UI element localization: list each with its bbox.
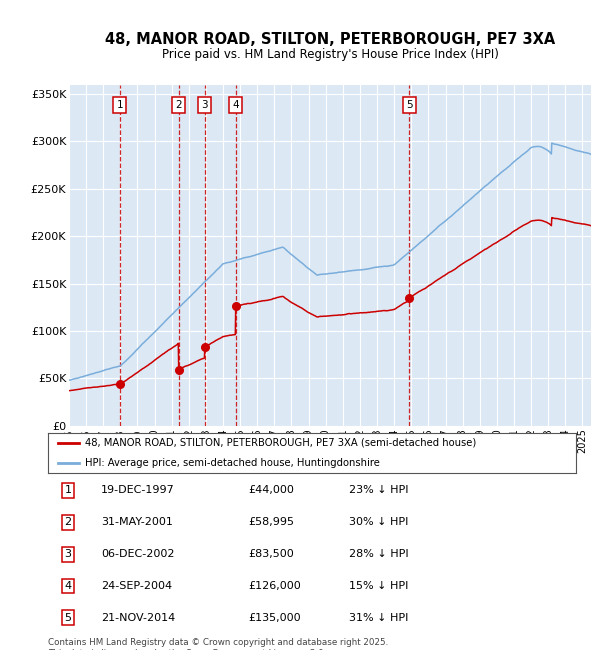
Text: 06-DEC-2002: 06-DEC-2002: [101, 549, 175, 559]
Text: 5: 5: [65, 613, 71, 623]
Text: £126,000: £126,000: [248, 581, 301, 591]
Text: 4: 4: [65, 581, 71, 591]
Text: Price paid vs. HM Land Registry's House Price Index (HPI): Price paid vs. HM Land Registry's House …: [161, 48, 499, 61]
Text: 28% ↓ HPI: 28% ↓ HPI: [349, 549, 409, 559]
Text: 3: 3: [65, 549, 71, 559]
Text: 3: 3: [201, 100, 208, 110]
Text: 4: 4: [232, 100, 239, 110]
Text: 48, MANOR ROAD, STILTON, PETERBOROUGH, PE7 3XA (semi-detached house): 48, MANOR ROAD, STILTON, PETERBOROUGH, P…: [85, 438, 476, 448]
Text: 2: 2: [65, 517, 71, 527]
Text: 2: 2: [175, 100, 182, 110]
Text: Contains HM Land Registry data © Crown copyright and database right 2025.
This d: Contains HM Land Registry data © Crown c…: [48, 638, 388, 650]
Text: 1: 1: [116, 100, 123, 110]
Text: 5: 5: [406, 100, 413, 110]
Text: 1: 1: [65, 486, 71, 495]
Text: 24-SEP-2004: 24-SEP-2004: [101, 581, 172, 591]
Text: £83,500: £83,500: [248, 549, 295, 559]
Text: 30% ↓ HPI: 30% ↓ HPI: [349, 517, 409, 527]
Text: HPI: Average price, semi-detached house, Huntingdonshire: HPI: Average price, semi-detached house,…: [85, 458, 380, 468]
Text: 31% ↓ HPI: 31% ↓ HPI: [349, 613, 409, 623]
Text: 48, MANOR ROAD, STILTON, PETERBOROUGH, PE7 3XA: 48, MANOR ROAD, STILTON, PETERBOROUGH, P…: [105, 31, 555, 47]
Text: 23% ↓ HPI: 23% ↓ HPI: [349, 486, 409, 495]
Text: £44,000: £44,000: [248, 486, 295, 495]
Text: £58,995: £58,995: [248, 517, 295, 527]
Text: 15% ↓ HPI: 15% ↓ HPI: [349, 581, 409, 591]
Text: 21-NOV-2014: 21-NOV-2014: [101, 613, 175, 623]
Text: 19-DEC-1997: 19-DEC-1997: [101, 486, 175, 495]
Text: 31-MAY-2001: 31-MAY-2001: [101, 517, 173, 527]
Text: £135,000: £135,000: [248, 613, 301, 623]
